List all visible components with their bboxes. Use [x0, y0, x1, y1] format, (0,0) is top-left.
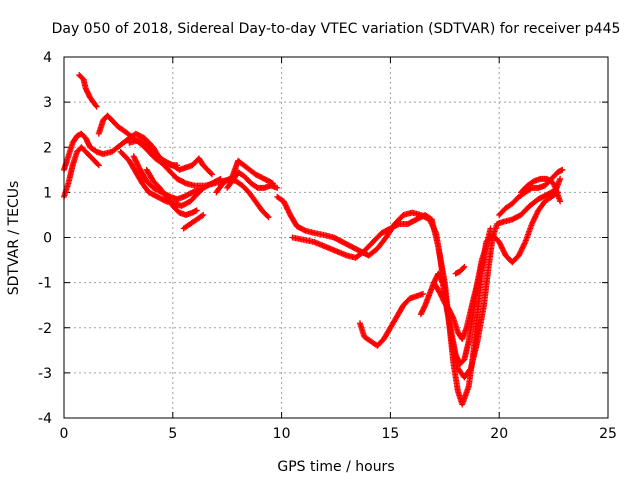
data-point	[217, 175, 224, 182]
axis-ticks: 0 5 10 15 20 25 -4 -3 -2 -1 0 1 2 3 4	[38, 50, 617, 442]
data-point	[460, 264, 467, 271]
series-arc-1	[76, 72, 100, 110]
data-point	[274, 184, 281, 191]
data-point	[208, 171, 215, 178]
y-tick-label: 4	[43, 50, 52, 66]
x-tick-label: 0	[60, 426, 69, 442]
data-point	[94, 161, 101, 168]
data-point	[93, 103, 100, 110]
y-tick-label: -3	[38, 366, 52, 382]
y-tick-label: -2	[38, 321, 52, 337]
y-tick-label: -1	[38, 276, 52, 292]
series-arc-9	[180, 211, 207, 232]
y-tick-label: 0	[43, 231, 52, 247]
data-point	[95, 162, 102, 169]
series-arc-17	[452, 263, 468, 277]
x-axis-label: GPS time / hours	[277, 459, 394, 475]
series-arc-19	[517, 175, 564, 205]
y-tick-label: -4	[38, 411, 52, 427]
series-arc-11	[224, 169, 281, 191]
data-point	[193, 207, 200, 214]
series-arc-5	[126, 137, 215, 178]
data-points	[61, 72, 566, 408]
data-point	[92, 102, 99, 109]
data-point	[207, 170, 214, 177]
y-tick-label: 1	[43, 185, 52, 201]
series-arc-16	[430, 254, 487, 343]
x-tick-label: 20	[490, 426, 508, 442]
data-point	[487, 225, 494, 232]
x-tick-label: 5	[168, 426, 177, 442]
data-point	[559, 166, 566, 173]
x-tick-label: 10	[273, 426, 291, 442]
data-point	[557, 198, 564, 205]
series-arc-14	[356, 290, 427, 349]
y-tick-label: 2	[43, 140, 52, 156]
data-point	[265, 214, 272, 221]
data-point	[264, 213, 271, 220]
x-tick-label: 15	[381, 426, 399, 442]
plot-frame	[63, 56, 609, 419]
chart-title: Day 050 of 2018, Sidereal Day-to-day VTE…	[52, 21, 621, 37]
y-tick-label: 3	[43, 95, 52, 111]
data-point	[557, 175, 564, 182]
y-axis-label: SDTVAR / TECUs	[6, 181, 22, 296]
series-arc-8	[143, 166, 200, 218]
data-point	[461, 263, 468, 270]
data-point	[480, 254, 487, 261]
x-tick-label: 25	[599, 426, 617, 442]
data-point	[195, 187, 202, 194]
data-point	[200, 211, 207, 218]
data-point	[198, 212, 205, 219]
data-point	[420, 290, 427, 297]
